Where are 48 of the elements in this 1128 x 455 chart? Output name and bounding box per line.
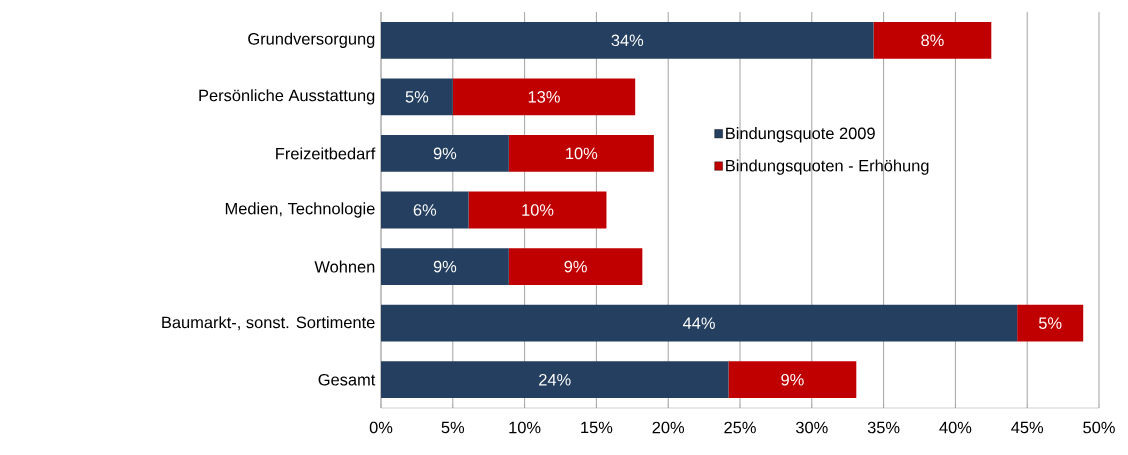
x-tick-label: 35% [867,421,900,434]
data-label: 24% [539,373,571,386]
y-tick-label: Grundversorgung [248,32,375,48]
data-label: 44% [683,317,715,329]
y-tick-label: Persönliche Ausstattung [199,89,375,105]
data-label: 9% [433,147,457,160]
x-tick-label: 50% [1083,421,1115,434]
x-tick-label: 10% [509,421,541,434]
y-tick-label: Freizeitbedarf [276,147,376,160]
x-tick-label: 15% [581,421,613,434]
legend-label: Bindungsquoten - Erhöhung [726,159,929,175]
bar [381,135,509,172]
y-tick-label: Baumarkt-, sonst. Sortimente [162,316,375,331]
y-tick-label: Wohnen [314,260,375,273]
x-tick-label: 40% [939,421,972,434]
x-tick-label: 30% [795,421,828,434]
data-label: 10% [566,147,598,160]
bar [381,361,729,399]
data-label: 9% [564,260,587,273]
bar [508,248,643,285]
data-label: 10% [522,204,554,216]
data-label: 6% [413,204,437,216]
data-label: 34% [611,34,644,47]
bar [381,304,1018,342]
data-label: 13% [528,91,560,103]
data-label: 5% [405,91,429,103]
y-tick-label: Medien, Technologie [225,202,375,218]
x-tick-label: 0% [369,421,393,434]
bar [508,135,654,172]
bar [468,191,607,229]
bar [728,361,857,399]
bar [381,191,469,229]
x-tick-label: 20% [652,421,685,434]
bar [1017,304,1084,342]
bar [452,78,636,116]
legend-label: Bindungsquote 2009 [726,127,875,143]
x-tick-label: 25% [724,421,756,434]
y-tick-label: Gesamt [318,373,376,386]
bar [381,21,874,59]
x-tick-label: 5% [441,421,465,434]
data-label: 9% [781,373,804,386]
data-label: 9% [433,260,457,273]
data-label: 5% [1038,317,1062,329]
bar [873,21,992,59]
bar [381,78,453,116]
x-tick-label: 45% [1011,421,1044,434]
bar [381,248,509,285]
data-label: 8% [921,34,944,47]
